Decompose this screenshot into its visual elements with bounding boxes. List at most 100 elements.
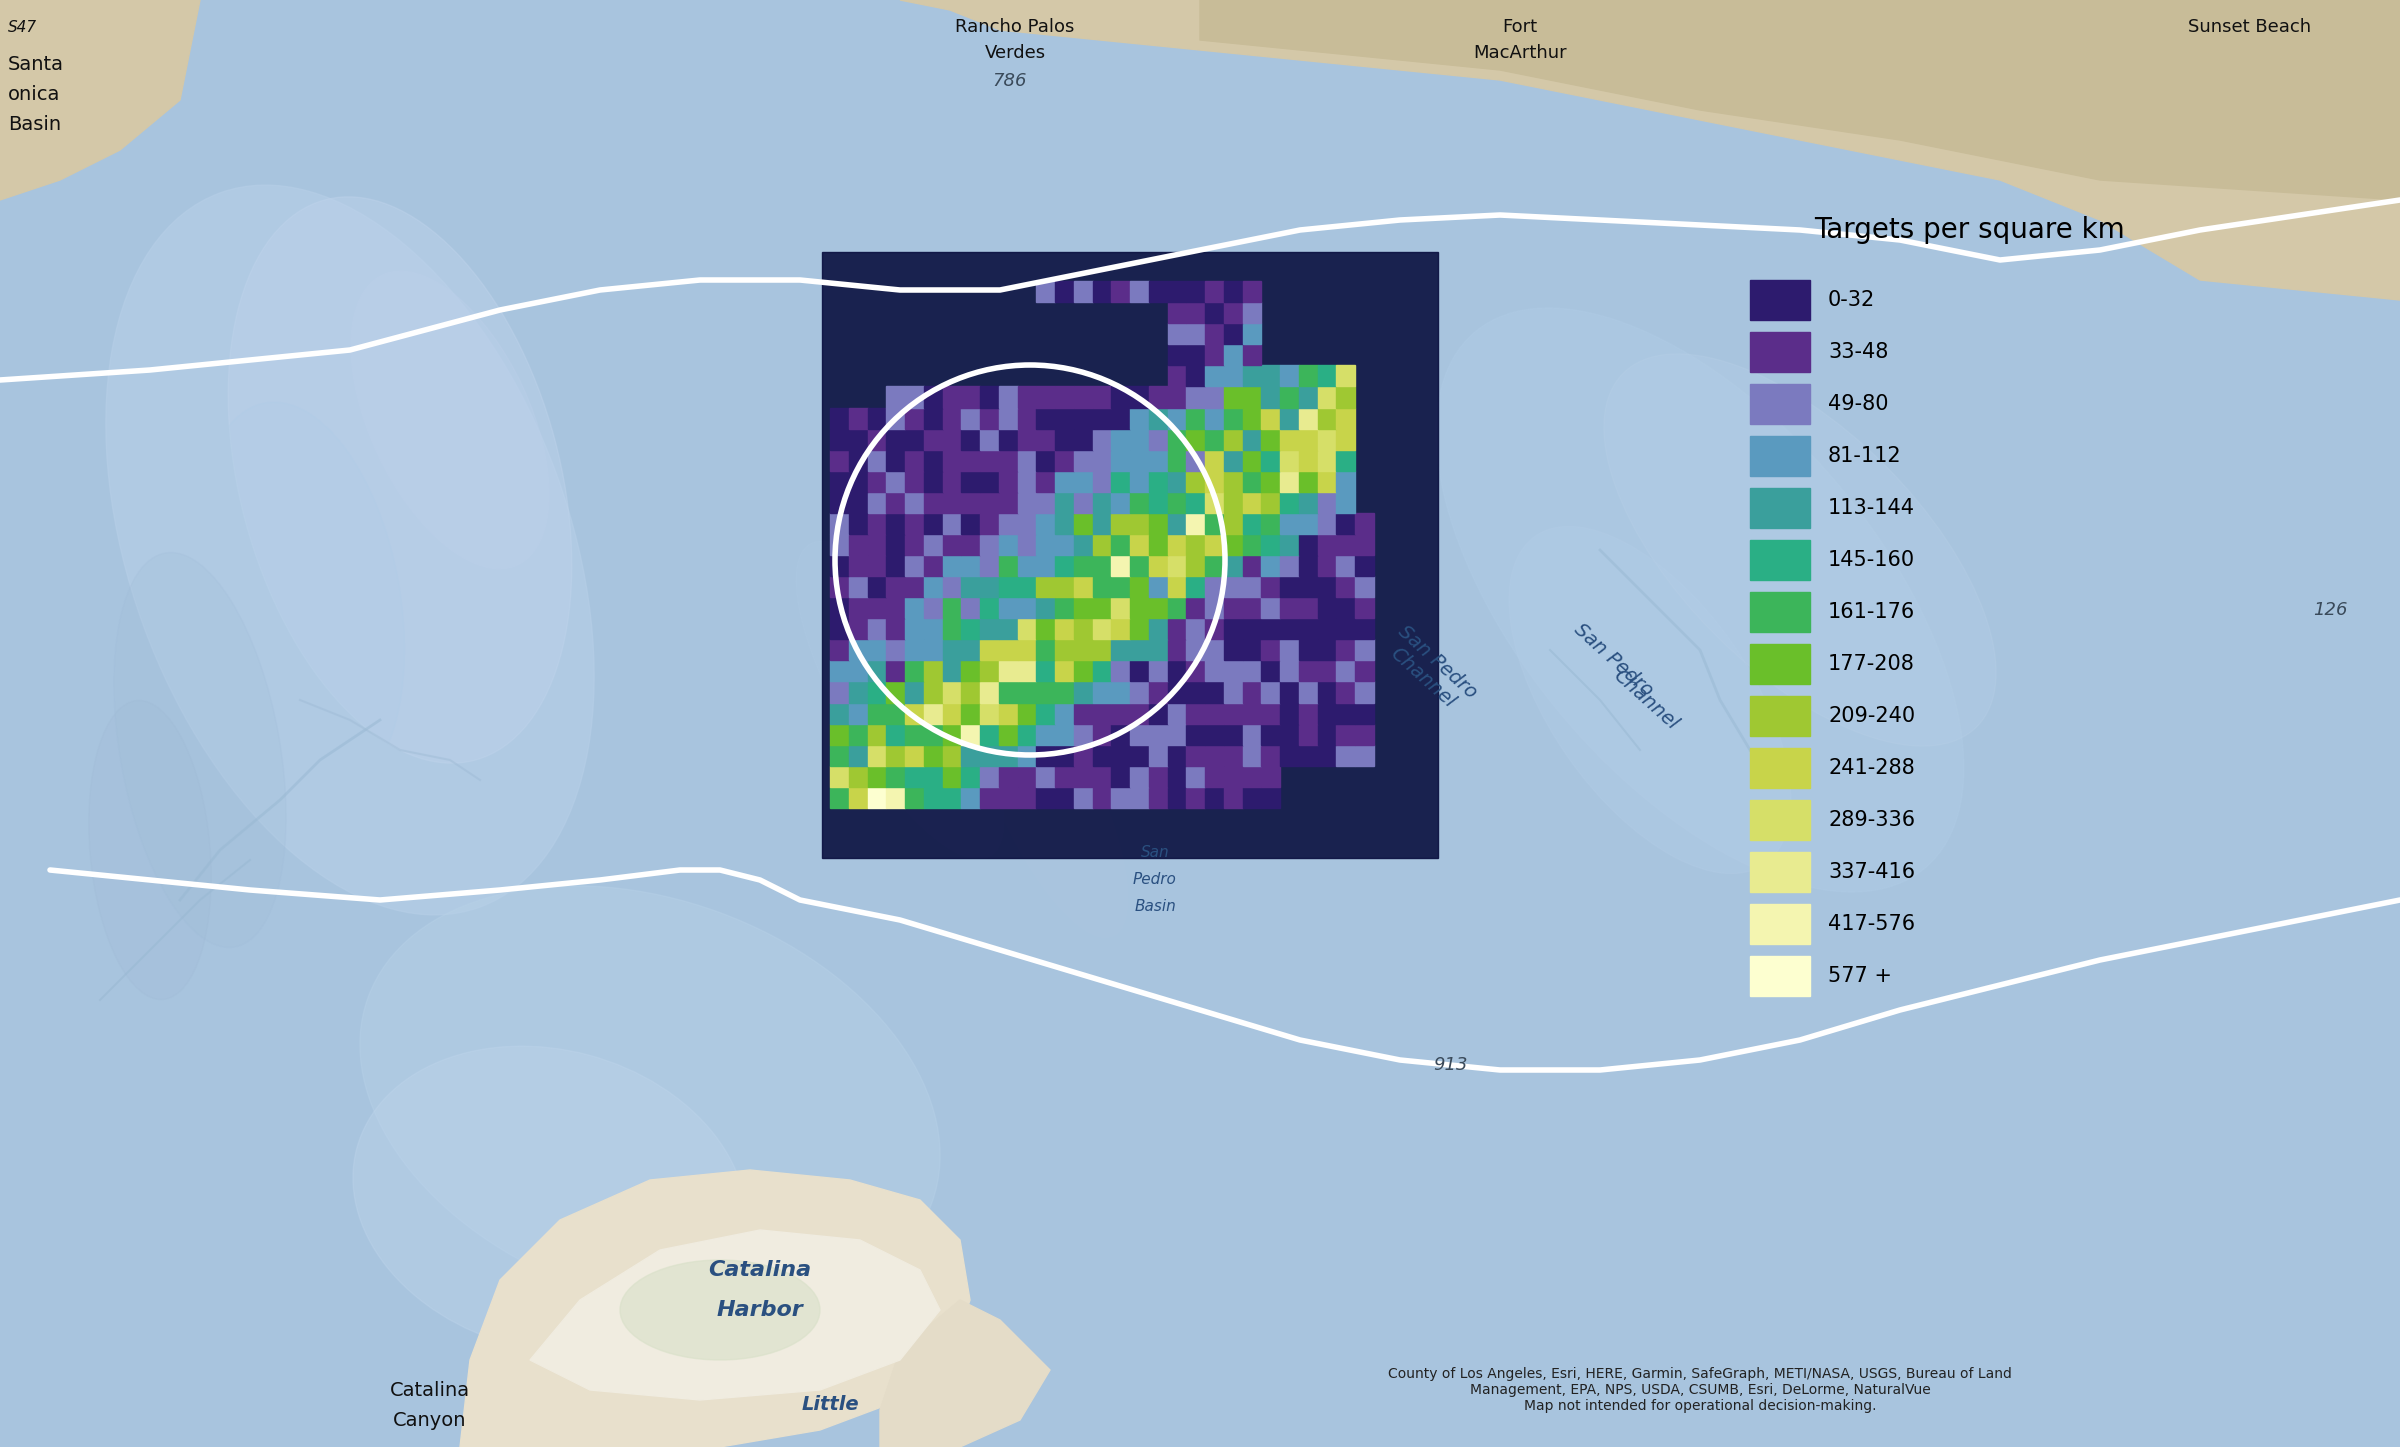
Bar — [1073, 534, 1092, 556]
Bar — [1186, 492, 1205, 512]
Bar — [1750, 592, 1810, 632]
Bar — [886, 428, 905, 450]
Bar — [1092, 724, 1111, 745]
Bar — [1243, 386, 1262, 408]
Bar — [1298, 745, 1318, 765]
Bar — [850, 450, 866, 470]
Bar — [905, 408, 924, 428]
Bar — [1318, 598, 1337, 618]
Text: 145-160: 145-160 — [1829, 550, 1915, 570]
Bar — [1056, 512, 1073, 534]
Bar — [1205, 408, 1224, 428]
Bar — [1243, 323, 1262, 344]
Bar — [1092, 702, 1111, 724]
Bar — [1298, 386, 1318, 408]
Bar — [1150, 556, 1166, 576]
Bar — [1337, 450, 1356, 470]
Bar — [998, 787, 1018, 807]
Text: 241-288: 241-288 — [1829, 758, 1915, 778]
Bar — [943, 576, 962, 598]
Bar — [1279, 534, 1298, 556]
Bar — [1150, 512, 1166, 534]
Bar — [1056, 556, 1073, 576]
Bar — [1298, 682, 1318, 702]
Text: 113-144: 113-144 — [1829, 498, 1915, 518]
Bar — [1205, 302, 1224, 323]
Bar — [979, 724, 998, 745]
Bar — [1073, 450, 1092, 470]
Text: Pedro: Pedro — [1133, 873, 1176, 887]
Bar — [1243, 765, 1262, 787]
Text: San Pedro: San Pedro — [1570, 619, 1656, 700]
Bar — [1130, 576, 1150, 598]
Bar — [850, 598, 866, 618]
Bar — [1166, 745, 1186, 765]
Bar — [962, 576, 979, 598]
Bar — [1337, 640, 1356, 660]
Bar — [1224, 470, 1243, 492]
Text: Sunset Beach: Sunset Beach — [2189, 17, 2311, 36]
Bar — [924, 765, 943, 787]
Bar — [1092, 787, 1111, 807]
Bar — [1318, 576, 1337, 598]
Ellipse shape — [972, 663, 1128, 938]
Bar — [1166, 598, 1186, 618]
Bar — [1166, 408, 1186, 428]
Bar — [962, 618, 979, 640]
Bar — [1186, 470, 1205, 492]
Bar — [1130, 765, 1150, 787]
Bar — [943, 428, 962, 450]
Bar — [1205, 724, 1224, 745]
Bar — [1356, 576, 1373, 598]
Bar — [1037, 787, 1056, 807]
Bar — [998, 598, 1018, 618]
Text: onica: onica — [7, 85, 60, 104]
Ellipse shape — [797, 541, 1003, 858]
Bar — [1262, 702, 1279, 724]
Bar — [943, 640, 962, 660]
Bar — [866, 702, 886, 724]
Bar — [1205, 682, 1224, 702]
Bar — [905, 598, 924, 618]
Bar — [1224, 302, 1243, 323]
Bar — [1318, 682, 1337, 702]
Bar — [979, 702, 998, 724]
Bar — [1166, 450, 1186, 470]
Bar — [1298, 492, 1318, 512]
Bar — [1130, 450, 1150, 470]
Bar — [1337, 408, 1356, 428]
Bar — [998, 492, 1018, 512]
Bar — [924, 450, 943, 470]
Bar — [924, 408, 943, 428]
Bar — [1037, 512, 1056, 534]
Bar — [924, 470, 943, 492]
Bar — [979, 408, 998, 428]
Bar — [1224, 323, 1243, 344]
Bar — [1279, 724, 1298, 745]
Bar — [1279, 618, 1298, 640]
Bar — [924, 598, 943, 618]
Bar — [1073, 470, 1092, 492]
Bar — [886, 660, 905, 682]
Bar — [1224, 682, 1243, 702]
Bar — [924, 640, 943, 660]
Bar — [1750, 748, 1810, 789]
Bar — [1356, 598, 1373, 618]
Bar — [1318, 534, 1337, 556]
Bar — [1224, 724, 1243, 745]
Ellipse shape — [1603, 355, 1997, 747]
Bar — [1130, 660, 1150, 682]
Bar — [1243, 640, 1262, 660]
Bar — [850, 682, 866, 702]
Bar — [905, 512, 924, 534]
Bar — [962, 724, 979, 745]
Bar — [1056, 450, 1073, 470]
Bar — [1224, 492, 1243, 512]
Bar — [1186, 682, 1205, 702]
Bar — [1298, 576, 1318, 598]
Bar — [1092, 745, 1111, 765]
Bar — [1056, 787, 1073, 807]
Bar — [1130, 428, 1150, 450]
Bar — [1205, 702, 1224, 724]
Bar — [905, 640, 924, 660]
